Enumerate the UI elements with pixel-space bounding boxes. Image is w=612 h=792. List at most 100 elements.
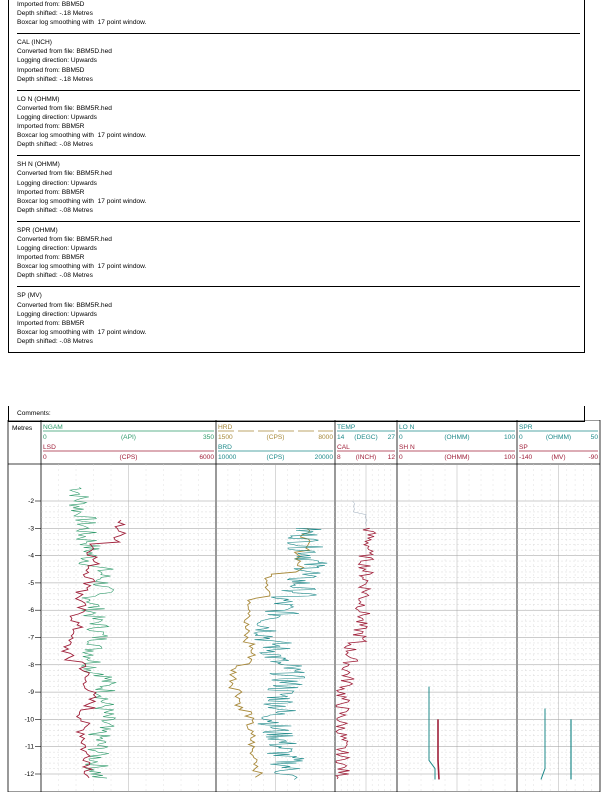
curve-min: 8 <box>337 454 341 461</box>
curve-max: 12 <box>388 454 396 461</box>
curve-min: 14 <box>337 434 345 441</box>
lo-n-curve <box>428 686 436 780</box>
record-line: Logging direction: Upwards <box>17 310 97 318</box>
curve-max: 50 <box>591 434 599 441</box>
curve-max: 8000 <box>318 434 333 441</box>
curve-min: 10000 <box>218 454 237 461</box>
record-line: Depth shifted: -.08 Metres <box>17 206 93 214</box>
ngam-curve <box>68 487 117 779</box>
record-line: Imported from: BBM5R <box>17 319 85 327</box>
curve-min: 0 <box>43 454 47 461</box>
depth-tick-label: -5 <box>28 580 34 587</box>
curve-unit: (CPS) <box>267 434 285 441</box>
curve-max: 100 <box>504 434 515 441</box>
curve-max: 350 <box>203 434 214 441</box>
record-line: Depth shifted: -.08 Metres <box>17 337 93 345</box>
record-cal: CAL (INCH) Converted from file: BBM5D.he… <box>17 34 580 91</box>
depth-tick-label: -10 <box>24 716 34 723</box>
curve-unit: (DEGC) <box>354 434 377 441</box>
record-spr: SPR (OHMM) Converted from file: BBM5R.he… <box>17 222 580 288</box>
curve-name: HRD <box>218 424 233 431</box>
depth-tick-label: -12 <box>24 771 34 778</box>
well-log-plot: Metres NGAM 0 (API) 350 LSD 0 (CPS) 6000 HRD 1500 (… <box>7 420 601 792</box>
log-records-panel: Imported from: BBM5D Depth shifted: -.18… <box>8 0 585 353</box>
record-title: CAL (INCH) <box>17 39 52 47</box>
curve-min: 1500 <box>218 434 233 441</box>
record-line: Boxcar log smoothing with 17 point windo… <box>17 328 147 336</box>
record-line: Boxcar log smoothing with 17 point windo… <box>17 197 147 205</box>
record-line: Imported from: BBM5D <box>17 66 85 74</box>
record-sh-n: SH N (OHMM) Converted from file: BBM5R.h… <box>17 156 580 222</box>
curve-name: NGAM <box>43 424 63 431</box>
curve-unit: (CPS) <box>120 454 138 461</box>
depth-tick-label: -8 <box>28 662 34 669</box>
record-line: Imported from: BBM5R <box>17 123 85 131</box>
record-lo-n: LO N (OHMM) Converted from file: BBM5R.h… <box>17 91 580 157</box>
depth-tick-label: -2 <box>28 498 34 505</box>
curve-min: -140 <box>519 454 533 461</box>
cal-curve <box>335 527 377 780</box>
hrd-curve <box>228 527 311 778</box>
record-line: Converted from file: BBM5R.hed <box>17 170 112 178</box>
depth-tick-label: -11 <box>25 744 34 751</box>
plot-frame <box>7 420 601 792</box>
record-line: Converted from file: BBM5R.hed <box>17 301 112 309</box>
curve-min: 0 <box>399 454 403 461</box>
curve-unit: (API) <box>121 434 136 441</box>
record-line: Imported from: BBM5D <box>17 1 85 8</box>
curve-name: TEMP <box>337 424 356 431</box>
curve-min: 0 <box>399 434 403 441</box>
record-line: Logging direction: Upwards <box>17 245 97 253</box>
comments-box: Comments: <box>8 406 585 422</box>
record-line: Logging direction: Upwards <box>17 57 97 65</box>
curve-unit: (OHMM) <box>546 434 571 441</box>
record-title: LO N (OHMM) <box>17 95 60 103</box>
curve-max: 6000 <box>199 454 214 461</box>
record-line: Depth shifted: -.08 Metres <box>17 272 93 280</box>
curve-max: 27 <box>388 434 396 441</box>
record-line: Depth shifted: -.18 Metres <box>17 10 93 18</box>
record-line: Imported from: BBM5R <box>17 188 85 196</box>
curve-min: 0 <box>43 434 47 441</box>
record-line: Depth shifted: -.08 Metres <box>17 141 93 149</box>
curve-name: SP <box>519 444 528 451</box>
depth-tick-label: -7 <box>28 635 34 642</box>
record-title: SH N (OHMM) <box>17 161 60 169</box>
depth-tick-label: -9 <box>28 689 34 696</box>
spr-curve <box>540 708 546 780</box>
record-title: SPR (OHMM) <box>17 226 58 234</box>
brd-curve <box>253 528 328 780</box>
record-0: Imported from: BBM5D Depth shifted: -.18… <box>17 0 580 35</box>
curve-name: LO N <box>399 424 415 431</box>
curve-unit: (CPS) <box>267 454 285 461</box>
curve-unit: (INCH) <box>356 454 377 461</box>
curve-max: -90 <box>588 454 598 461</box>
record-line: Converted from file: BBM5D.hed <box>17 48 112 56</box>
record-line: Boxcar log smoothing with 17 point windo… <box>17 263 147 271</box>
curve-name: BRD <box>218 444 232 451</box>
curve-name: SPR <box>519 424 533 431</box>
record-title: SP (MV) <box>17 292 42 300</box>
record-line: Boxcar log smoothing with 17 point windo… <box>17 19 147 27</box>
curve-name: SH N <box>399 444 415 451</box>
curve-unit: (OHMM) <box>444 434 469 441</box>
curve-min: 0 <box>519 434 523 441</box>
record-sp: SP (MV) Converted from file: BBM5R.hed L… <box>17 287 580 352</box>
curve-unit: (MV) <box>551 454 565 461</box>
temp-curve <box>352 500 368 526</box>
depth-tick-label: -3 <box>28 525 34 532</box>
record-line: Converted from file: BBM5R.hed <box>17 104 112 112</box>
curve-unit: (OHMM) <box>444 454 469 461</box>
depth-header-label: Metres <box>12 425 33 432</box>
curve-max: 20000 <box>315 454 334 461</box>
curve-name: CAL <box>337 444 350 451</box>
record-line: Logging direction: Upwards <box>17 179 97 187</box>
depth-tick-label: -6 <box>28 607 34 614</box>
record-line: Boxcar log smoothing with 17 point windo… <box>17 132 147 140</box>
record-line: Imported from: BBM5R <box>17 254 85 262</box>
sh-n-curve <box>437 719 440 780</box>
comments-label: Comments: <box>17 410 51 417</box>
curve-max: 100 <box>504 454 515 461</box>
depth-tick-label: -4 <box>28 553 34 560</box>
lsd-curve <box>60 519 127 779</box>
